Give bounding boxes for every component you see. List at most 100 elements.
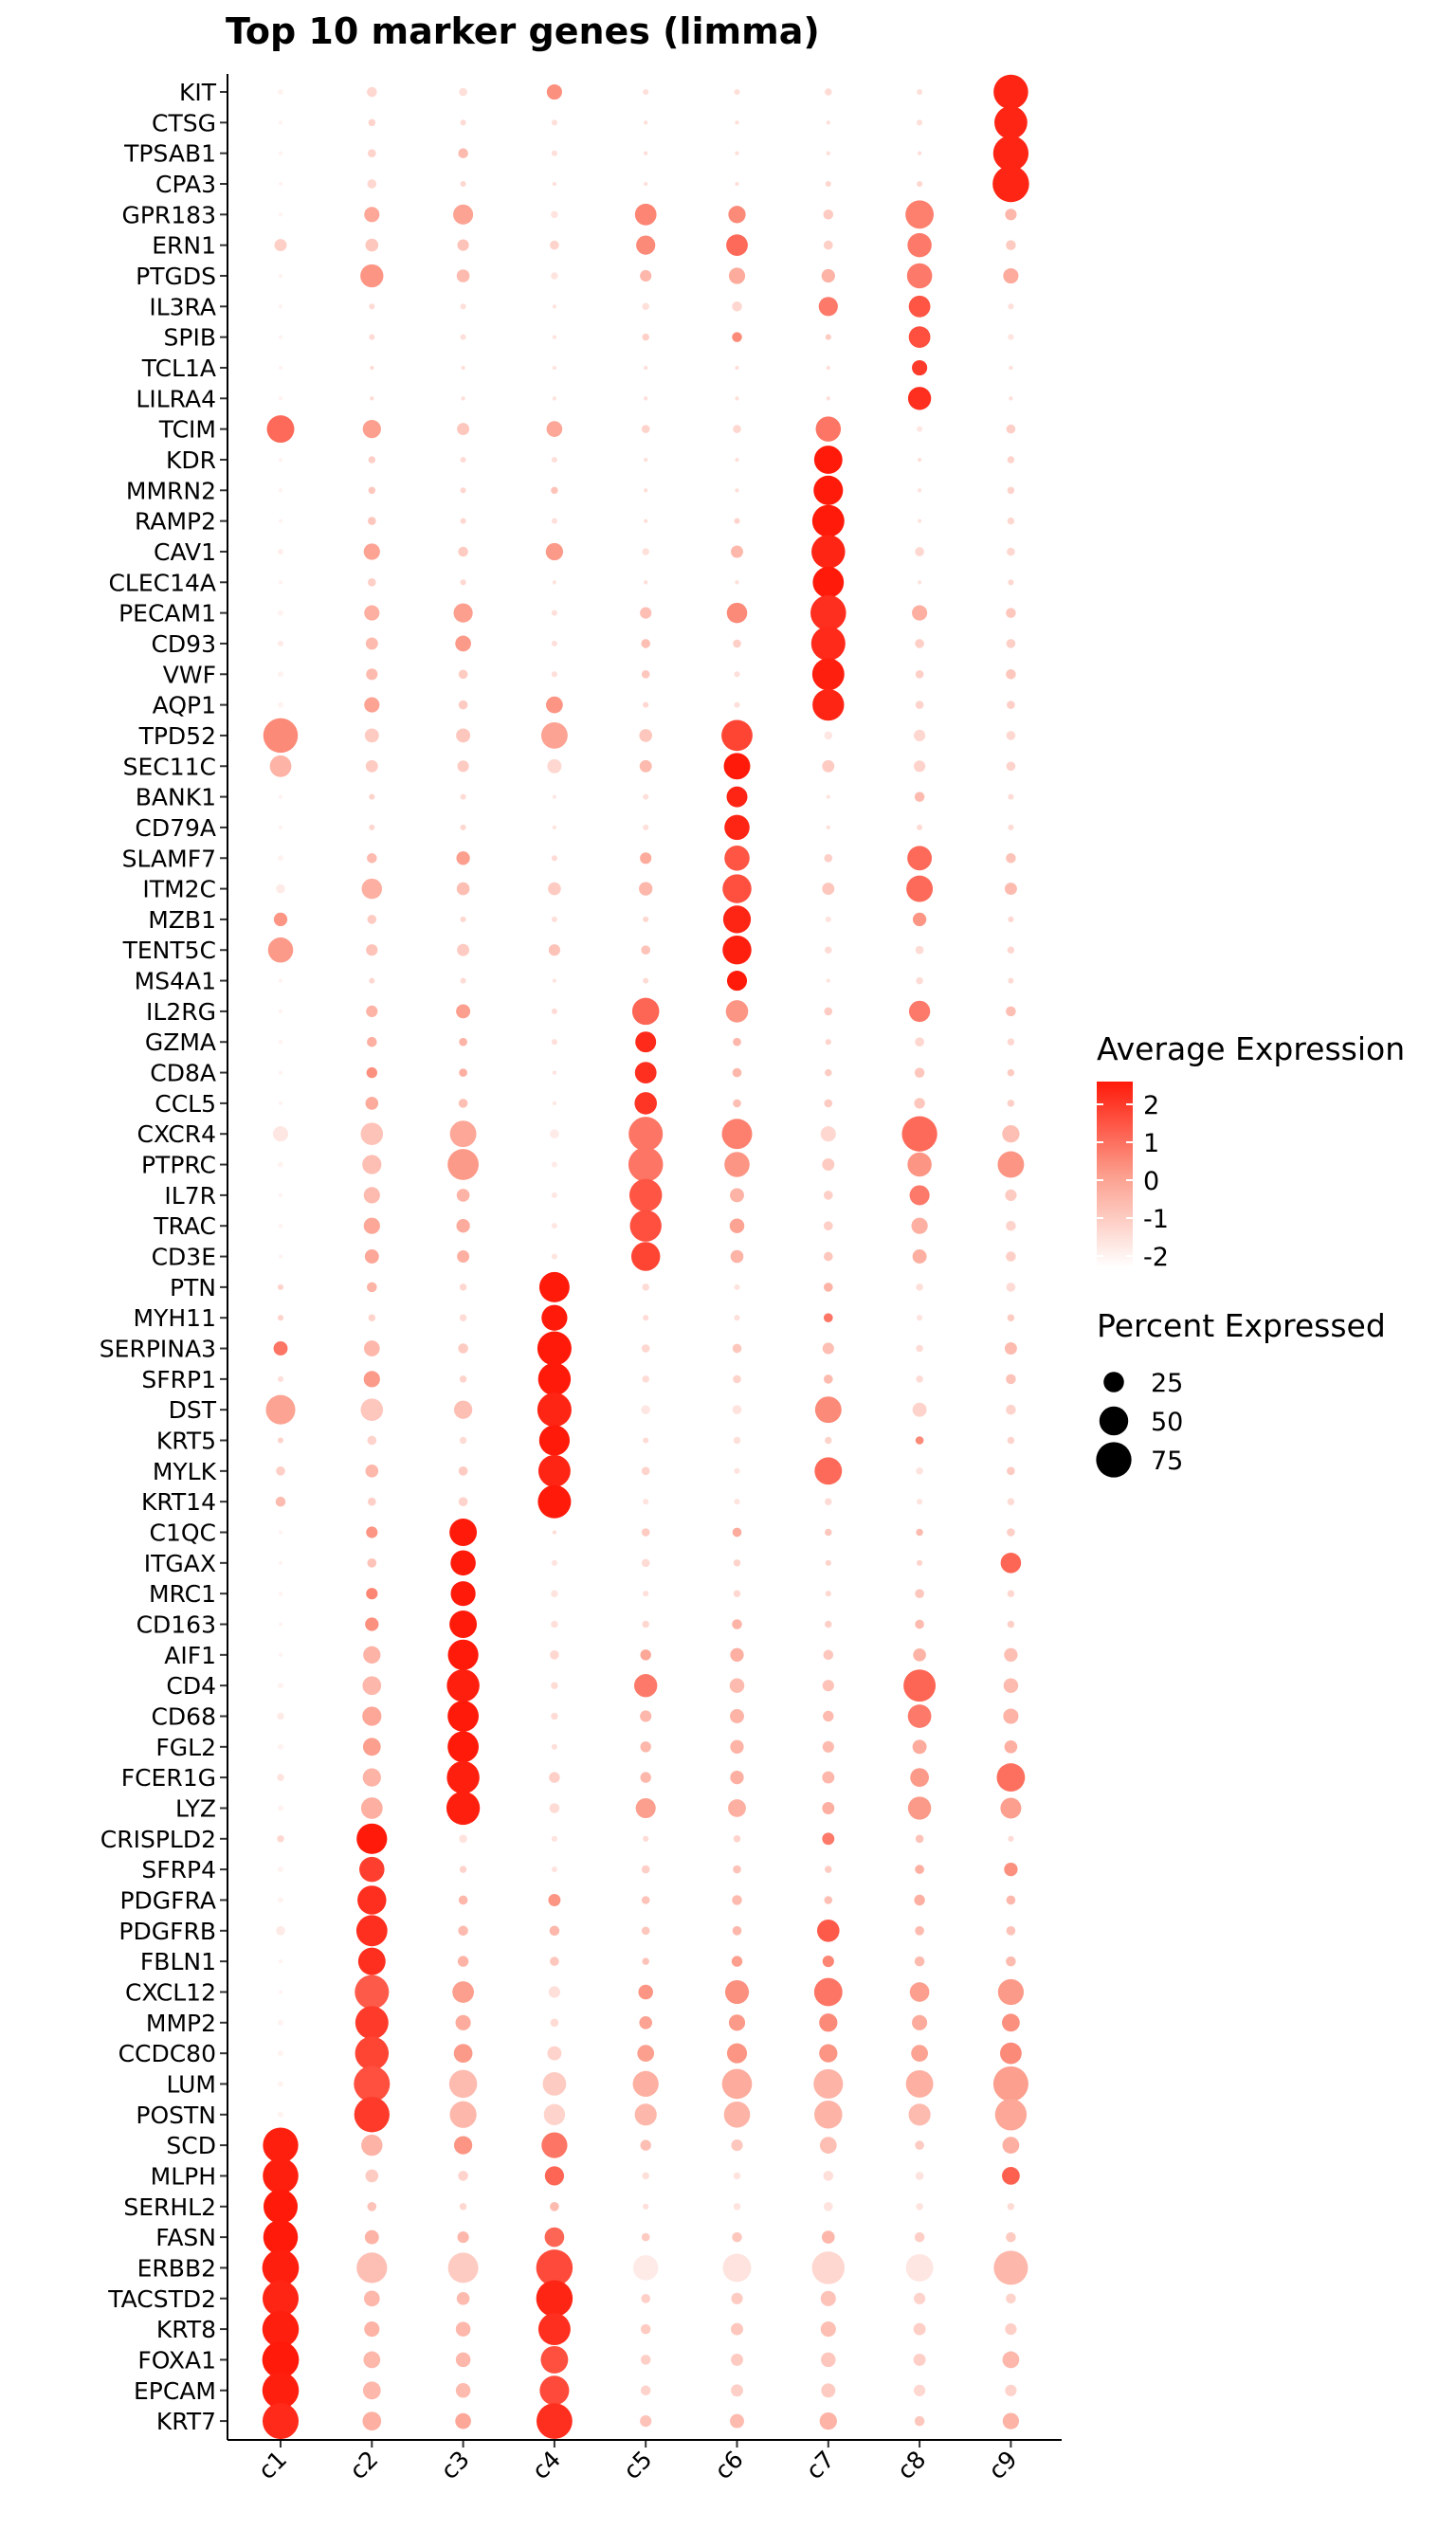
dot-cav1-c1 xyxy=(277,548,284,555)
gene-label-aif1: AIF1 xyxy=(164,1642,216,1669)
gene-label-krt14: KRT14 xyxy=(141,1488,216,1516)
dot-fcer1g-c3 xyxy=(446,1760,480,1794)
dot-gpr183-c9 xyxy=(1005,209,1017,221)
gene-label-mmp2: MMP2 xyxy=(146,2010,216,2037)
dot-postn-c7 xyxy=(814,2101,843,2129)
dot-ccl5-c5 xyxy=(634,1092,657,1115)
dot-krt14-c7 xyxy=(825,1498,832,1505)
dot-mmp2-c4 xyxy=(550,2018,559,2028)
dot-krt7-c7 xyxy=(819,2412,837,2430)
dot-tpd52-c6 xyxy=(721,719,753,752)
gene-label-ern1: ERN1 xyxy=(152,232,216,260)
dot-vwf-c1 xyxy=(277,671,284,678)
gene-label-lyz: LYZ xyxy=(175,1794,216,1822)
dot-cd93-c7 xyxy=(810,626,846,661)
dot-krt7-c3 xyxy=(455,2412,471,2430)
dot-fbln1-c3 xyxy=(457,1956,469,1967)
dot-cd4-c7 xyxy=(822,1680,834,1692)
dot-cxcl12-c8 xyxy=(909,1982,930,2002)
dot-postn-c4 xyxy=(543,2103,566,2125)
dot-ptgds-c8 xyxy=(906,263,933,289)
dot-pdgfra-c8 xyxy=(914,1894,925,1906)
gene-label-tpsab1: TPSAB1 xyxy=(123,140,216,168)
dot-itgax-c6 xyxy=(733,1559,741,1567)
gene-label-kdr: KDR xyxy=(166,446,216,474)
dot-tpsab1-c7 xyxy=(826,151,830,155)
dot-slamf7-c7 xyxy=(824,853,833,863)
dot-tacstd2-c4 xyxy=(536,2280,573,2318)
dot-sec11c-c6 xyxy=(723,753,751,780)
dot-cd79a-c8 xyxy=(917,824,923,830)
dot-lilra4-c4 xyxy=(552,396,557,401)
dot-mzb1-c8 xyxy=(912,912,927,927)
dot-ptgds-c3 xyxy=(456,269,470,282)
dot-ptgds-c4 xyxy=(551,272,558,280)
dot-trac-c7 xyxy=(823,1221,833,1231)
dot-ptn-c3 xyxy=(459,1283,467,1291)
dot-cd3e-c4 xyxy=(551,1253,557,1260)
dot-trac-c4 xyxy=(551,1223,557,1229)
dot-cxcr4-c1 xyxy=(272,1126,289,1142)
gene-label-slamf7: SLAMF7 xyxy=(122,845,216,872)
dot-cd3e-c6 xyxy=(730,1249,744,1264)
dot-fgl2-c5 xyxy=(640,1741,651,1753)
gene-label-cav1: CAV1 xyxy=(154,538,216,566)
dot-cd93-c9 xyxy=(1006,639,1016,648)
dot-krt14-c4 xyxy=(537,1484,572,1519)
dot-cd68-c8 xyxy=(907,1704,932,1728)
colorbar xyxy=(1097,1082,1133,1267)
dot-aif1-c8 xyxy=(913,1647,926,1662)
dot-lum-c7 xyxy=(813,2068,844,2099)
gene-label-fasn: FASN xyxy=(155,2224,216,2251)
dot-dst-c6 xyxy=(732,1405,742,1415)
dot-foxa1-c2 xyxy=(363,2351,381,2369)
dot-tent5c-c8 xyxy=(915,945,924,955)
dot-lilra4-c3 xyxy=(461,396,465,401)
dot-lilra4-c6 xyxy=(735,396,739,401)
dot-erbb2-c7 xyxy=(811,2251,846,2284)
dot-cd68-c1 xyxy=(277,1712,284,1720)
dot-il3ra-c8 xyxy=(908,295,931,318)
gene-label-vwf: VWF xyxy=(163,661,216,688)
dot-pdgfrb-c3 xyxy=(458,1925,468,1937)
size-legend-title: Percent Expressed xyxy=(1097,1307,1386,1344)
dot-ctsg-c7 xyxy=(826,120,830,125)
dot-itm2c-c9 xyxy=(1004,883,1017,896)
dot-serpina3-c7 xyxy=(822,1342,834,1355)
dot-lum-c9 xyxy=(992,2066,1028,2102)
dot-cxcr4-c8 xyxy=(901,1116,937,1152)
dot-tent5c-c2 xyxy=(366,944,378,956)
dot-ptprc-c2 xyxy=(362,1155,382,1174)
gene-label-mlph: MLPH xyxy=(151,2162,216,2190)
dot-fasn-c7 xyxy=(821,2230,835,2244)
dot-gzma-c5 xyxy=(635,1031,657,1053)
gene-label-gzma: GZMA xyxy=(145,1028,216,1056)
dot-mylk-c7 xyxy=(814,1457,843,1485)
dot-fbln1-c9 xyxy=(1006,1956,1016,1967)
dot-serhl2-c5 xyxy=(643,2203,649,2210)
dot-krt14-c1 xyxy=(275,1496,286,1507)
dot-kdr-c5 xyxy=(644,457,648,463)
dot-mmp2-c2 xyxy=(355,2006,389,2040)
gene-label-bank1: BANK1 xyxy=(136,784,216,811)
dot-clec14a-c5 xyxy=(644,580,648,585)
dot-fcer1g-c5 xyxy=(640,1772,651,1783)
dot-cd79a-c9 xyxy=(1008,824,1014,830)
dot-spib-c2 xyxy=(369,334,375,340)
dot-lilra4-c8 xyxy=(907,387,932,410)
dot-tacstd2-c3 xyxy=(456,2291,470,2305)
dot-aqp1-c6 xyxy=(734,701,740,708)
dot-krt14-c9 xyxy=(1007,1498,1015,1505)
gene-label-c1qc: C1QC xyxy=(150,1520,217,1547)
gene-label-krt7: KRT7 xyxy=(156,2408,216,2435)
dot-scd-c2 xyxy=(361,2134,383,2157)
dot-ms4a1-c2 xyxy=(369,977,375,984)
dot-cxcr4-c4 xyxy=(550,1129,559,1139)
dot-tcim-c8 xyxy=(917,426,923,432)
dot-kit-c2 xyxy=(367,86,377,98)
dot-clec14a-c1 xyxy=(278,580,283,585)
dot-c1qc-c2 xyxy=(366,1526,378,1538)
dot-pecam1-c6 xyxy=(726,602,748,624)
dot-cd79a-c6 xyxy=(724,814,750,841)
dot-gzma-c8 xyxy=(915,1037,924,1047)
